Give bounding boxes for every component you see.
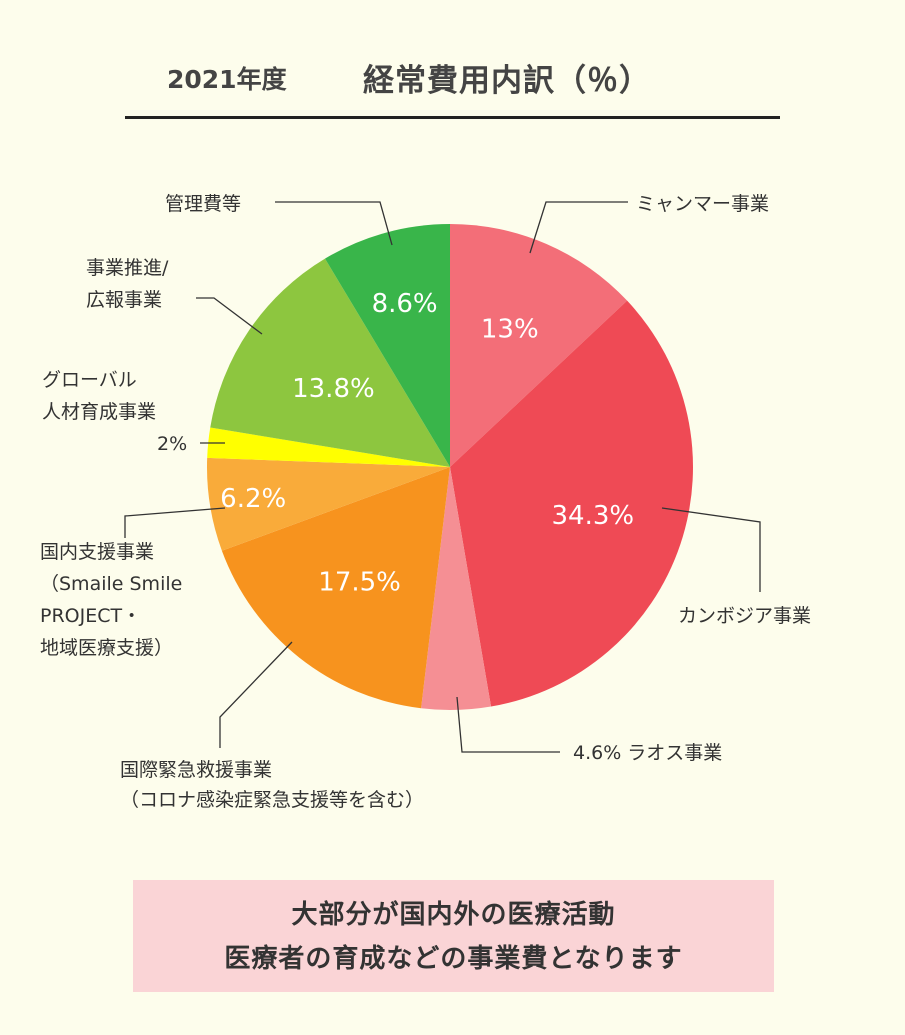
category-labels: ミャンマー事業 カンボジア事業 4.6% ラオス事業 国際緊急救援事業 （コロナ… [40,193,811,811]
label-cambodia: カンボジア事業 [678,605,811,627]
pie-slice-7 [324,224,450,467]
leader-domestic [124,507,226,538]
label-domestic-2: （Smaile Smile [40,573,182,595]
pie-value-label-7: 8.6% [372,289,438,319]
title-year: 2021年度 [167,65,287,94]
leader-admin [275,201,393,246]
label-global-2: 人材育成事業 [42,401,156,423]
label-emergency-2: （コロナ感染症緊急支援等を含む） [120,789,424,811]
leader-lines [124,201,761,753]
label-myanmar: ミャンマー事業 [636,193,769,215]
pie-slices [206,224,693,710]
pie-value-label-6: 13.8% [292,374,375,404]
callout-line-2: 医療者の育成などの事業費となります [224,944,683,974]
pie-chart: 13% 34.3% 17.5% 6.2% 13.8% 8.6% ミャンマー事業 カンボジア… [40,193,811,811]
label-promotion-1: 事業推進/ [86,257,169,279]
pie-value-label-4: 6.2% [220,484,286,514]
callout-line-1: 大部分が国内外の医療活動 [291,900,616,930]
label-promotion-2: 広報事業 [86,289,162,311]
label-domestic-1: 国内支援事業 [40,541,154,563]
summary-callout: 大部分が国内外の医療活動 医療者の育成などの事業費となります [133,880,774,992]
label-global-1: グローバル [42,369,137,391]
leader-emergency [219,641,293,748]
label-admin: 管理費等 [165,193,241,215]
pie-value-label-1: 34.3% [551,501,634,531]
label-emergency-1: 国際緊急救援事業 [120,759,272,781]
label-global-3: 2% [157,433,187,455]
pie-slice-5 [207,427,450,467]
chart-title: 2021年度 経常費用内訳（％） [125,48,780,119]
pie-slice-3 [221,467,450,709]
pie-value-label-0: 13% [481,315,539,345]
pie-value-labels: 13% 34.3% 17.5% 6.2% 13.8% 8.6% [220,289,634,597]
leader-myanmar [529,201,628,254]
leader-promotion [196,297,263,335]
pie-slice-6 [210,258,450,467]
leader-laos [456,696,560,753]
label-laos: 4.6% ラオス事業 [573,742,722,764]
pie-slice-2 [421,467,492,710]
pie-slice-4 [206,457,450,551]
pie-value-label-3: 17.5% [318,567,401,597]
leader-cambodia [661,507,761,592]
label-domestic-3: PROJECT・ [40,605,141,627]
pie-slice-0 [450,224,628,467]
pie-slice-1 [450,300,693,707]
label-domestic-4: 地域医療支援） [40,637,173,659]
title-main: 経常費用内訳（％） [363,63,651,99]
